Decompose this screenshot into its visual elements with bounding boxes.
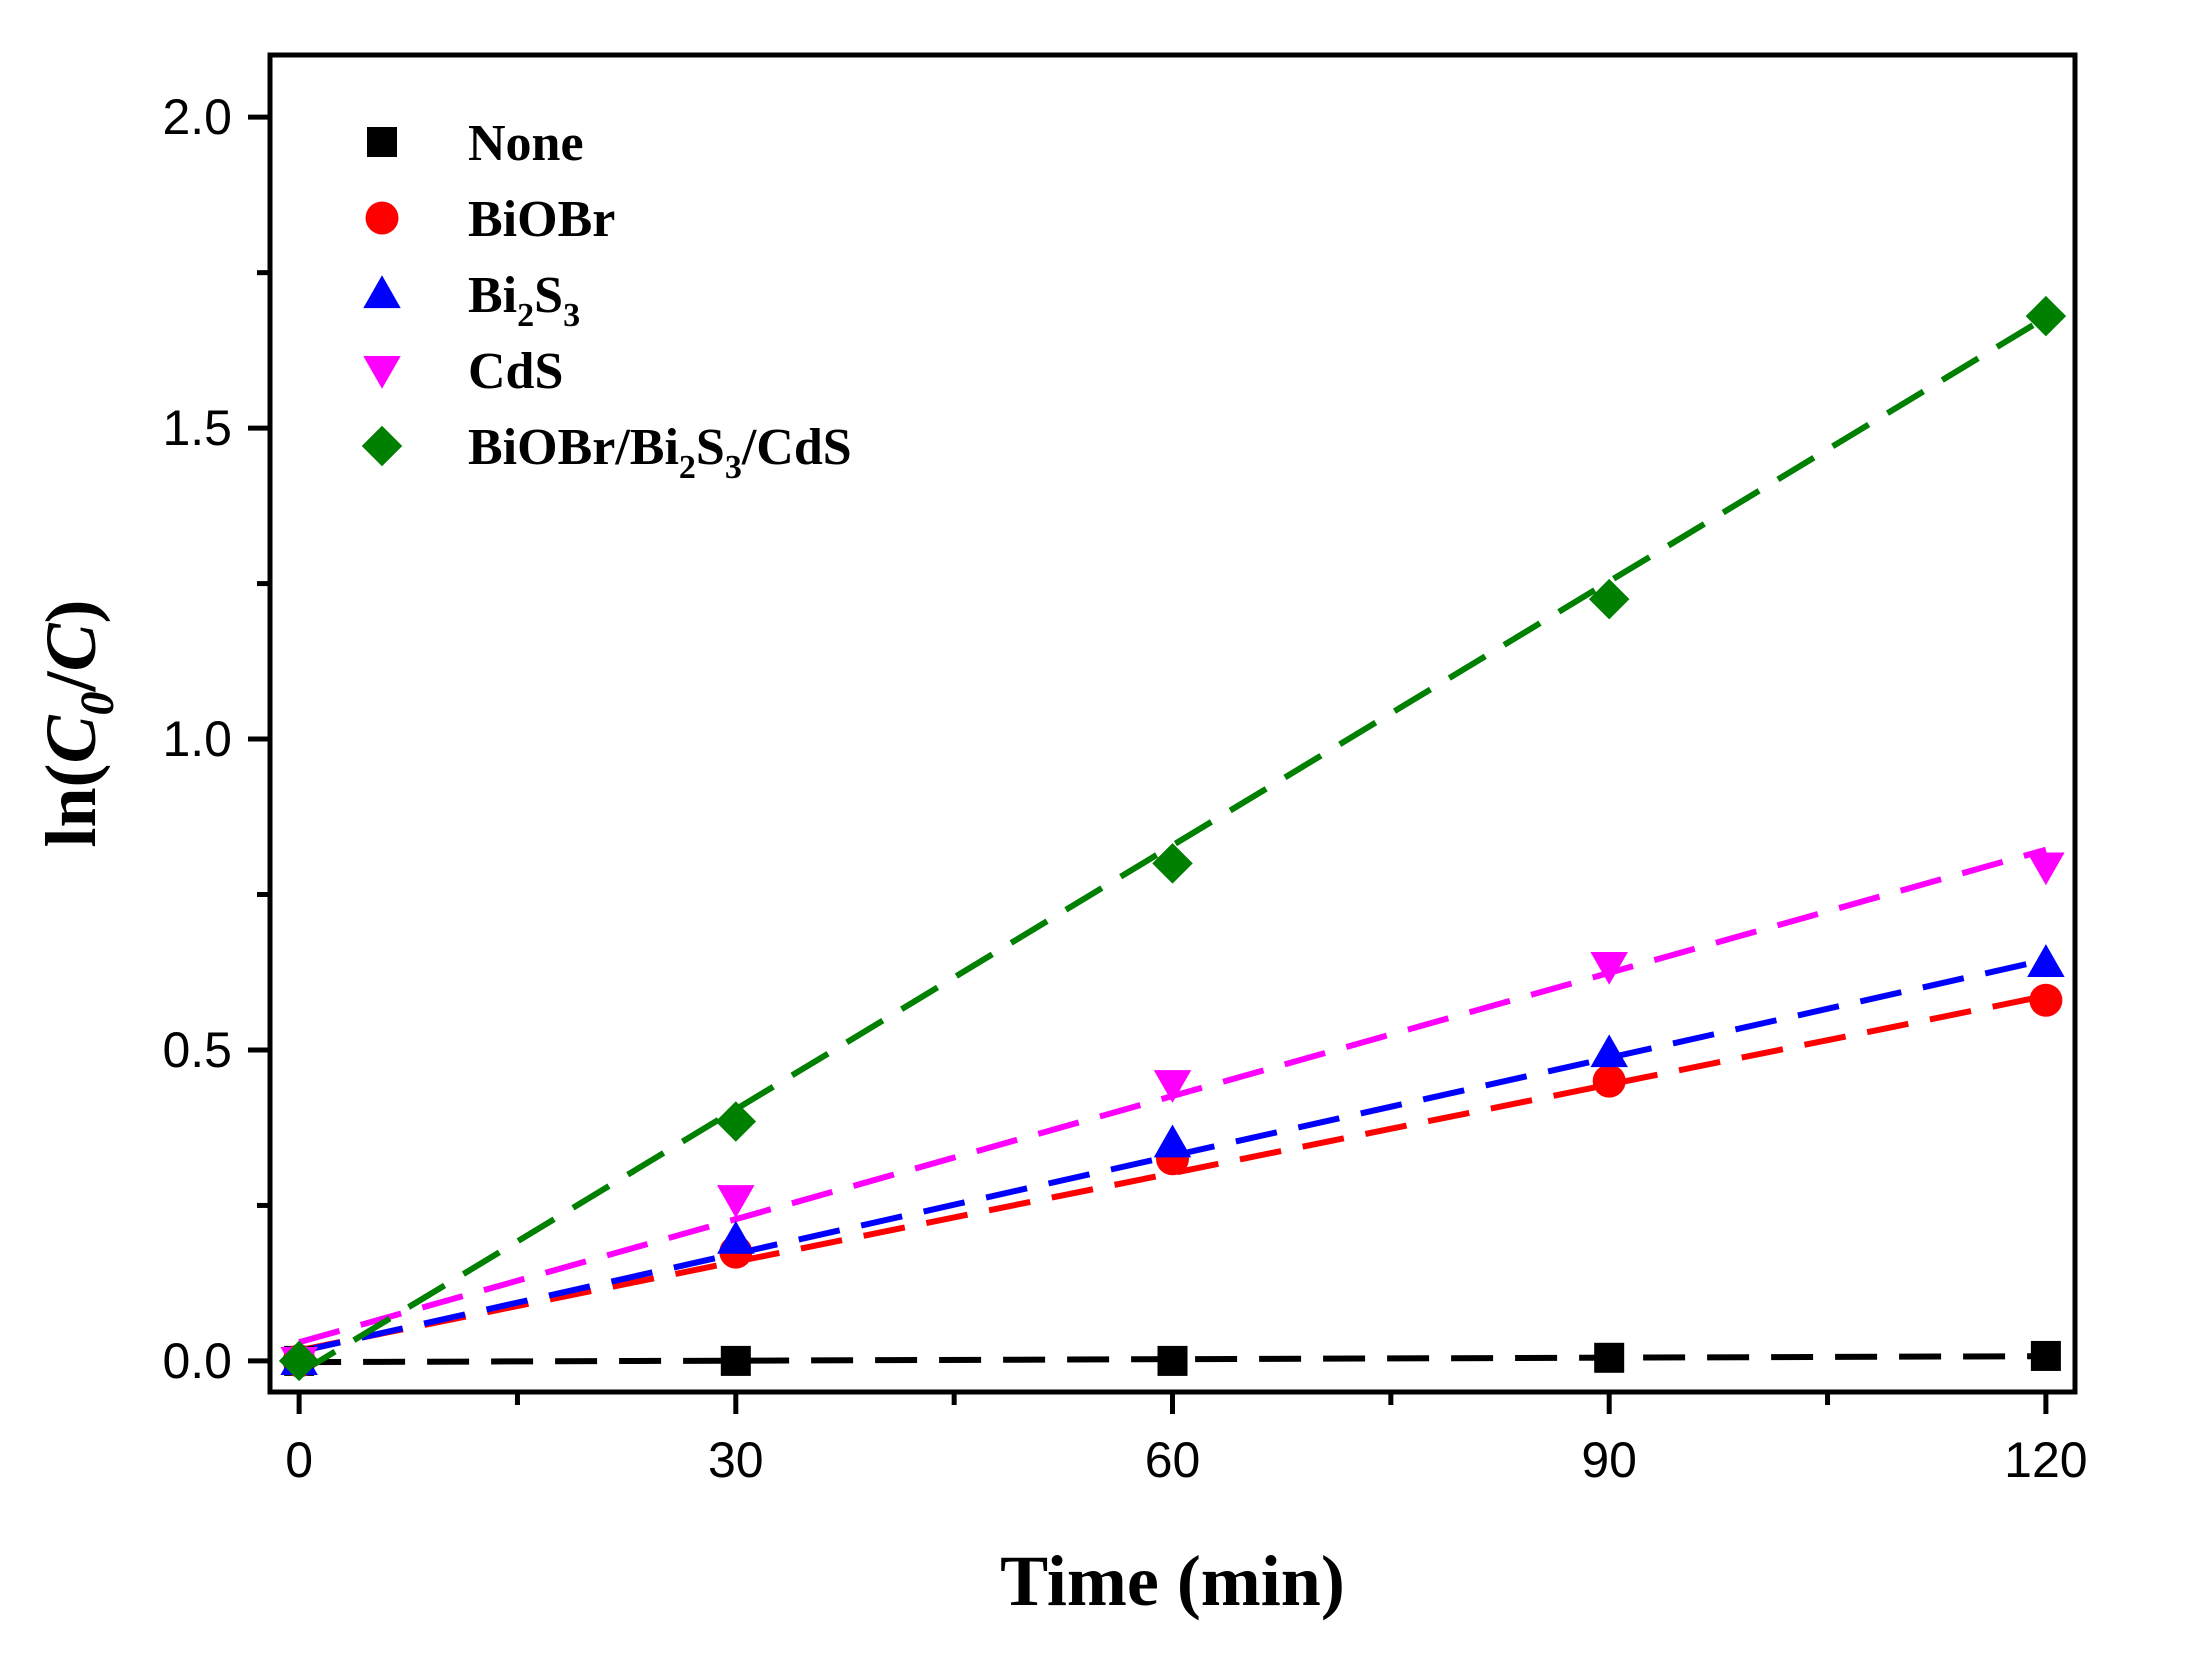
- data-point: [1590, 1034, 1628, 1068]
- data-point: [278, 1340, 320, 1382]
- legend-label: BiOBr/Bi2S3/CdS: [468, 419, 852, 486]
- data-point: [2027, 852, 2065, 886]
- legend-label-subscript: 3: [725, 449, 742, 486]
- legend-label-part: Bi: [468, 267, 517, 324]
- series-1-fit: [298, 992, 2047, 1354]
- axis-tick-labels: 0 30 60 90 120 0.0 0.5 1.0 1.5 2.0: [162, 89, 2087, 1488]
- series-4-points: [278, 295, 2067, 1382]
- data-point: [1594, 1342, 1625, 1373]
- legend-marker: [363, 355, 401, 389]
- data-point: [1592, 1064, 1626, 1098]
- legend-entry: Bi2S3: [363, 267, 580, 334]
- data-point: [715, 1101, 757, 1142]
- data-point: [2029, 983, 2063, 1017]
- x-tick-label: 60: [1145, 1432, 1201, 1488]
- y-axis-title: ln(C0/C): [31, 599, 124, 847]
- legend-label: None: [468, 115, 584, 172]
- plot-area: [278, 295, 2067, 1382]
- legend-entry: BiOBr: [365, 191, 615, 248]
- x-tick-label: 120: [2004, 1432, 2087, 1488]
- y-tick-label: 1.5: [162, 400, 232, 456]
- y-axis-title-prefix: ln(: [31, 764, 111, 848]
- y-tick-label: 0.0: [162, 1333, 232, 1389]
- legend-entry: BiOBr/Bi2S3/CdS: [361, 419, 852, 486]
- legend-entry: None: [367, 115, 584, 172]
- y-tick-label: 2.0: [162, 89, 232, 145]
- data-point: [717, 1220, 755, 1254]
- data-point: [2030, 1340, 2061, 1371]
- legend-label-subscript: 2: [679, 449, 696, 486]
- legend-label-subscript: 3: [563, 297, 580, 334]
- data-point: [1157, 1345, 1188, 1376]
- data-point: [1153, 1124, 1192, 1158]
- data-point: [1588, 578, 1630, 620]
- data-point: [1152, 843, 1193, 884]
- y-tick-label: 0.5: [162, 1022, 232, 1078]
- y-axis-title-c2: C: [31, 622, 111, 671]
- legend-marker: [367, 127, 397, 157]
- axis-ticks: [248, 114, 2049, 1414]
- plot-frame: [267, 52, 2078, 1395]
- legend-label-subscript: 2: [517, 297, 534, 334]
- legend-entry: CdS: [363, 343, 563, 400]
- y-axis-title-suffix: ): [31, 599, 111, 623]
- x-tick-label: 30: [708, 1432, 764, 1488]
- series-3-points: [280, 852, 2065, 1380]
- x-tick-label: 90: [1581, 1432, 1637, 1488]
- data-point: [1153, 1070, 1192, 1103]
- data-point: [2025, 295, 2067, 337]
- legend-marker: [365, 201, 399, 235]
- y-axis-title-slash: /: [31, 670, 111, 692]
- fit-line: [298, 956, 2047, 1355]
- legend-label: CdS: [468, 343, 563, 400]
- legend-label-part: BiOBr/Bi: [468, 419, 679, 476]
- series-2-fit: [298, 956, 2047, 1355]
- y-axis-title-c: C: [31, 715, 111, 764]
- legend-label: Bi2S3: [468, 267, 580, 334]
- data-point: [2027, 944, 2065, 977]
- y-tick-label: 1.0: [162, 711, 232, 767]
- legend-label-part: S: [696, 419, 725, 476]
- legend-label-part: BiOBr: [468, 191, 615, 248]
- legend-label: BiOBr: [468, 191, 615, 248]
- series-1-points: [282, 983, 2063, 1378]
- data-point: [717, 1185, 755, 1218]
- data-point: [1590, 951, 1628, 985]
- legend-marker: [361, 425, 403, 467]
- legend-label-part: None: [468, 115, 584, 172]
- x-tick-label: 0: [285, 1432, 313, 1488]
- fit-line: [298, 992, 2047, 1354]
- legend-label-part: S: [534, 267, 563, 324]
- data-point: [720, 1345, 751, 1376]
- fit-line: [297, 314, 2048, 1376]
- x-axis-title: Time (min): [1000, 1541, 1345, 1621]
- series-4-fit: [297, 314, 2048, 1376]
- y-axis-title-subscript: 0: [71, 691, 124, 715]
- legend-label-part: /CdS: [741, 419, 852, 476]
- legend-marker: [363, 275, 401, 309]
- legend-label-part: CdS: [468, 343, 563, 400]
